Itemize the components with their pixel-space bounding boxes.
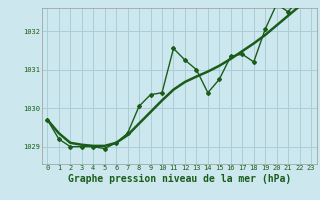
X-axis label: Graphe pression niveau de la mer (hPa): Graphe pression niveau de la mer (hPa) xyxy=(68,174,291,184)
